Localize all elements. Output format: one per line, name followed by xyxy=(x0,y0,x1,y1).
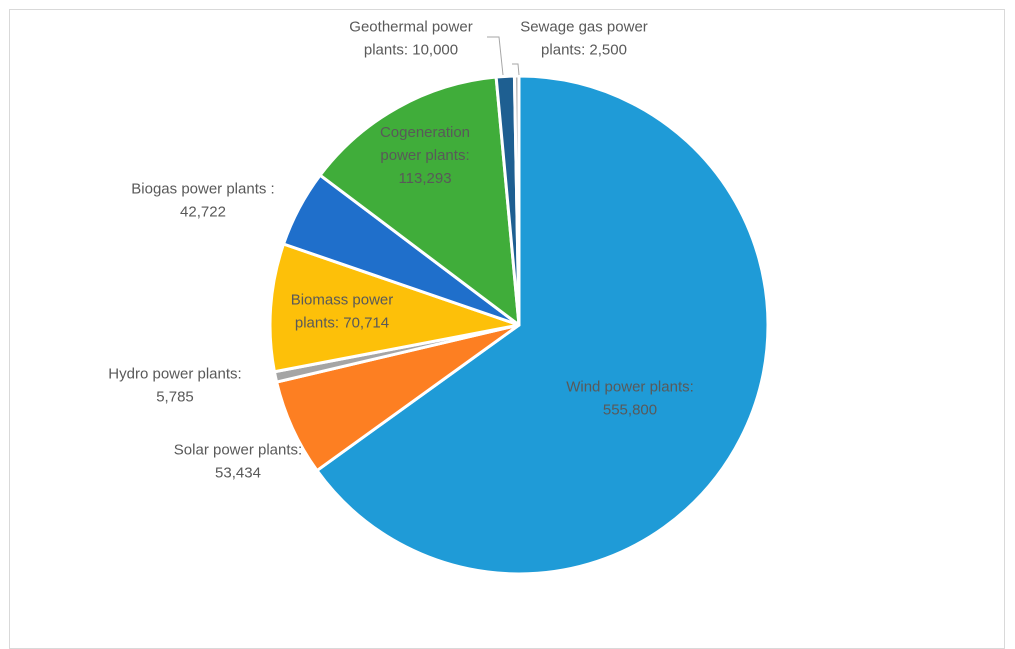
leader-lines xyxy=(487,36,520,76)
leader-line xyxy=(512,63,520,76)
slice-label-line: Wind power plants: xyxy=(566,379,694,396)
slice-label-line: Biomass power xyxy=(291,292,394,309)
slice-label: Wind power plants: 555,800 xyxy=(566,379,694,419)
pie-slice xyxy=(318,75,521,327)
slice-label-line: Solar power plants: xyxy=(174,442,302,459)
slice-label-line: power plants: xyxy=(380,147,469,164)
slice-label: Biogas power plants : 42,722 xyxy=(131,181,274,221)
slice-label-line: 42,722 xyxy=(180,204,226,221)
pie-slice xyxy=(315,74,770,576)
slice-label: Biomass power plants: 70,714 xyxy=(291,292,394,332)
slice-label-line: Cogeneration xyxy=(380,124,470,141)
slice-label-line: plants: 10,000 xyxy=(364,42,458,59)
slice-label: Geothermal power plants: 10,000 xyxy=(349,19,472,59)
slice-label-line: plants: 70,714 xyxy=(295,315,389,332)
slice-label-line: Geothermal power xyxy=(349,19,472,36)
slice-label-line: Biogas power plants : xyxy=(131,181,274,198)
slice-label-line: 5,785 xyxy=(156,389,194,406)
slice-label-line: 113,293 xyxy=(398,170,451,187)
slice-label: Sewage gas power plants: 2,500 xyxy=(520,19,648,59)
slice-labels: Wind power plants: 555,800 Solar power pla… xyxy=(108,19,693,482)
slice-label: Hydro power plants: 5,785 xyxy=(108,366,241,406)
slice-label: Solar power plants: 53,434 xyxy=(174,442,302,482)
leader-line xyxy=(487,36,504,76)
slice-label-line: 555,800 xyxy=(603,402,657,419)
pie-slice xyxy=(512,74,521,327)
pie-slices xyxy=(268,74,770,576)
pie-chart: Wind power plants: 555,800 Solar power pla… xyxy=(108,19,770,576)
slice-label-line: Sewage gas power xyxy=(520,19,648,36)
slice-label-line: Hydro power plants: xyxy=(108,366,241,383)
slice-label-line: plants: 2,500 xyxy=(541,42,627,59)
slice-label-line: 53,434 xyxy=(215,465,261,482)
pie-slice xyxy=(268,242,521,374)
slice-label: Cogeneration power plants: 113,293 xyxy=(380,124,470,187)
